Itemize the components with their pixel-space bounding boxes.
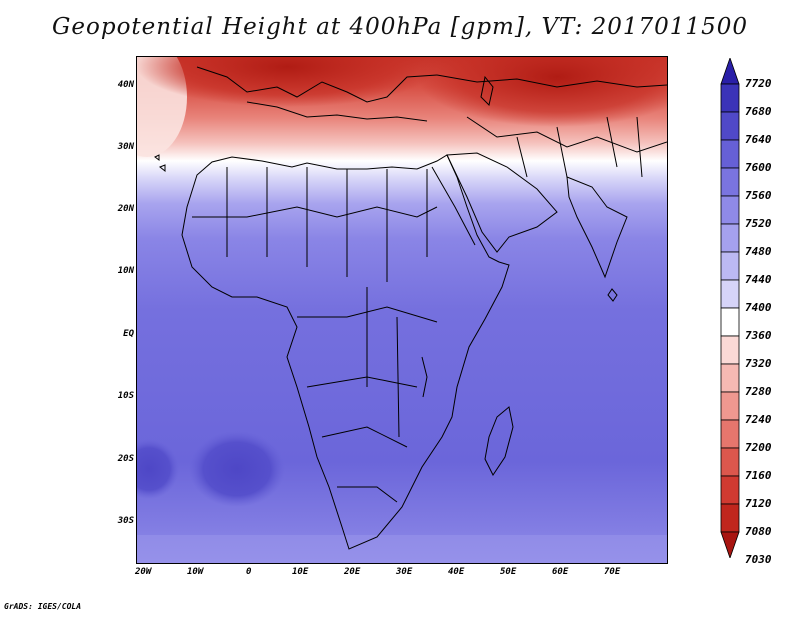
lat-label-10s: 10S <box>117 391 134 401</box>
grads-credit: GrADS: IGES/COLA <box>4 602 82 611</box>
colorbar-swatch <box>720 363 740 393</box>
map-panel <box>136 56 668 564</box>
lon-label-40e: 40E <box>448 567 465 577</box>
colorbar-bottom-arrow <box>720 531 740 558</box>
colorbar-swatch <box>720 391 740 421</box>
colorbar-swatch <box>720 223 740 253</box>
colorbar-swatch <box>720 447 740 477</box>
lon-label-50e: 50E <box>500 567 517 577</box>
colorbar-swatch <box>720 167 740 197</box>
colorbar-label: 7240 <box>745 413 772 426</box>
coastlines <box>154 66 667 550</box>
colorbar-swatch <box>720 111 740 141</box>
lat-label-20n: 20N <box>117 204 134 214</box>
lon-label-30e: 30E <box>396 567 413 577</box>
colorbar <box>720 58 740 558</box>
colorbar-label: 7400 <box>745 301 772 314</box>
lat-label-30s: 30S <box>117 516 134 526</box>
colorbar-label: 7320 <box>745 357 772 370</box>
colorbar-label: 7480 <box>745 245 772 258</box>
colorbar-label: 7280 <box>745 385 772 398</box>
colorbar-label: 7640 <box>745 133 772 146</box>
colorbar-label: 7160 <box>745 469 772 482</box>
colorbar-label: 7680 <box>745 105 772 118</box>
colorbar-swatch <box>720 251 740 281</box>
lat-label-30n: 30N <box>117 142 134 152</box>
lon-label-60e: 60E <box>552 567 569 577</box>
lat-label-40n: 40N <box>117 80 134 90</box>
lon-label-10w: 10W <box>187 567 204 577</box>
colorbar-label: 7080 <box>745 525 772 538</box>
map-title: Geopotential Height at 400hPa [gpm], VT:… <box>52 14 748 40</box>
colorbar-label: 7030 <box>745 553 772 566</box>
lat-label-20s: 20S <box>117 454 134 464</box>
colorbar-label: 7600 <box>745 161 772 174</box>
colorbar-top-arrow <box>720 58 740 85</box>
colorbar-swatch <box>720 83 740 113</box>
colorbar-swatch <box>720 503 740 533</box>
lon-label-10e: 10E <box>292 567 309 577</box>
colorbar-label: 7200 <box>745 441 772 454</box>
lon-label-0: 0 <box>246 567 252 577</box>
colorbar-label: 7720 <box>745 77 772 90</box>
colorbar-swatch <box>720 335 740 365</box>
lon-label-70e: 70E <box>604 567 621 577</box>
lat-label-10n: 10N <box>117 266 134 276</box>
colorbar-swatch <box>720 195 740 225</box>
colorbar-swatch <box>720 307 740 337</box>
colorbar-swatch <box>720 475 740 505</box>
colorbar-label: 7560 <box>745 189 772 202</box>
geopotential-field <box>137 57 667 563</box>
lon-label-20e: 20E <box>344 567 361 577</box>
colorbar-swatch <box>720 419 740 449</box>
colorbar-label: 7120 <box>745 497 772 510</box>
colorbar-label: 7360 <box>745 329 772 342</box>
colorbar-swatch <box>720 139 740 169</box>
colorbar-swatch <box>720 279 740 309</box>
lat-label-eq: EQ <box>123 329 134 339</box>
lon-label-20w: 20W <box>135 567 152 577</box>
colorbar-label: 7520 <box>745 217 772 230</box>
colorbar-label: 7440 <box>745 273 772 286</box>
